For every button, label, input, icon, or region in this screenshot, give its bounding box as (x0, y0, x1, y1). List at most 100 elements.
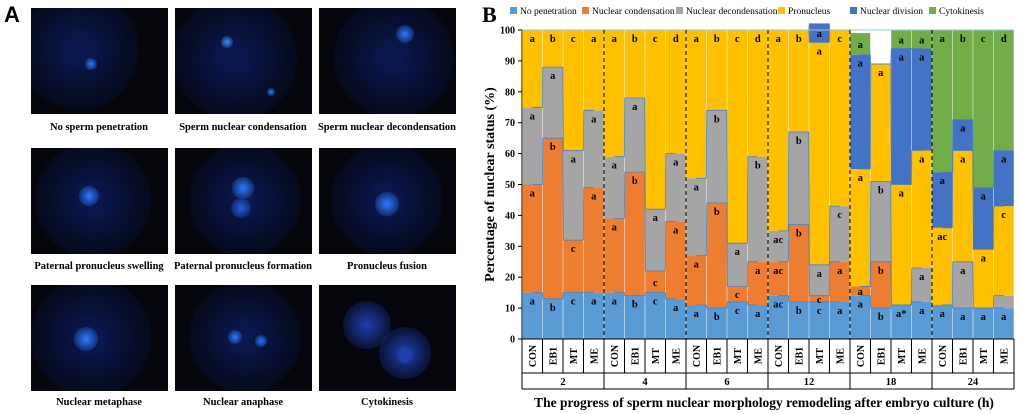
treatment-label: MT (979, 348, 990, 364)
significance-letter: a (591, 114, 597, 125)
significance-letter: a (981, 312, 987, 323)
significance-letter: c (837, 210, 842, 221)
bar-segment (768, 295, 789, 339)
bar-segment (952, 308, 973, 339)
bar-segment (850, 295, 871, 339)
significance-letter: a (591, 297, 597, 308)
bar-segment (522, 292, 543, 339)
connector-line (860, 63, 922, 185)
significance-letter: a (612, 222, 618, 233)
significance-letter: b (714, 34, 720, 45)
bar-segment (993, 295, 1014, 309)
bar-segment (850, 169, 871, 287)
significance-letter: a (591, 192, 597, 203)
significance-letter: a (919, 35, 925, 46)
bar-segment (932, 305, 953, 339)
bar-segment (809, 301, 830, 339)
significance-letter: c (571, 297, 576, 308)
treatment-label: EB1 (630, 347, 641, 365)
significance-letter: a (591, 34, 597, 45)
significance-letter: a (940, 34, 946, 45)
bar-segment (542, 298, 563, 339)
micrograph-caption: Cytokinesis (361, 397, 413, 408)
bar-segment (686, 305, 707, 339)
nucleus-spot (79, 186, 99, 206)
bar-segment (993, 206, 1014, 296)
significance-letter: a (899, 53, 905, 64)
connector-line (778, 131, 840, 266)
significance-letter: a (1001, 312, 1007, 323)
bar-segment (727, 243, 748, 287)
bar-segment (809, 264, 830, 296)
bar-segment (911, 30, 932, 49)
connector-line (696, 202, 758, 287)
significance-letter: a (632, 102, 638, 113)
bar-segment (747, 261, 768, 306)
significance-letter: a (694, 260, 700, 271)
significance-letter: a (817, 46, 823, 57)
y-tick-label: 30 (505, 242, 515, 253)
significance-letter: c (735, 290, 740, 301)
group-label: 6 (724, 377, 729, 388)
no-penetration-micrograph (31, 8, 168, 114)
bar-segment (829, 261, 850, 302)
bar-segment (706, 110, 727, 204)
bar-segment (911, 267, 932, 302)
significance-letter: d (673, 34, 679, 45)
bar-segment (809, 295, 830, 302)
bar-segment (624, 30, 645, 98)
significance-letter: a* (896, 309, 907, 320)
significance-letter: a (673, 226, 679, 237)
significance-letter: a (694, 182, 700, 193)
panel-b-chart: B No penetration Nuclear condensation Nucle… (482, 2, 1015, 410)
bar-segment (706, 308, 727, 339)
treatment-label: ME (999, 348, 1010, 364)
nucleus-spot (31, 8, 139, 110)
bar-segment (809, 23, 830, 43)
significance-letter: a (612, 34, 618, 45)
legend-swatch (676, 7, 683, 14)
nucleus-spot (396, 25, 414, 43)
significance-letter: c (981, 34, 986, 45)
y-tick-label: 80 (505, 87, 515, 98)
significance-letter: c (735, 306, 740, 317)
micrograph-caption: Nuclear metaphase (56, 397, 142, 408)
bar-segment (542, 67, 563, 139)
nucleus-spot (85, 58, 97, 70)
significance-letter: a (571, 155, 577, 166)
significance-letter: c (817, 306, 822, 317)
significance-letter: a (817, 29, 823, 40)
bar-segment (686, 255, 707, 306)
bar-segment (542, 30, 563, 68)
treatment-label: ME (835, 348, 846, 364)
legend-swatch (850, 7, 857, 14)
micrograph-caption: Paternal pronucleus swelling (34, 261, 164, 272)
panel-b-letter: B (482, 2, 497, 27)
significance-letter: a (612, 297, 618, 308)
significance-letter: a (837, 266, 843, 277)
significance-letter: a (960, 155, 966, 166)
significance-letter: ac (773, 266, 783, 277)
bar-segment (604, 218, 625, 293)
bar-segment (747, 30, 768, 157)
bar-segment (645, 292, 666, 339)
significance-letter: c (653, 297, 658, 308)
significance-letter: a (940, 176, 946, 187)
significance-letter: b (550, 142, 556, 153)
pronucleus-fusion-micrograph (319, 148, 456, 254)
treatment-label: EB1 (876, 347, 887, 365)
significance-letter: a (960, 266, 966, 277)
bar-segment (870, 308, 891, 339)
bar-segment (788, 224, 809, 302)
micrograph-caption: No sperm penetration (50, 122, 148, 133)
significance-letter: a (960, 312, 966, 323)
significance-letter: a (878, 68, 884, 79)
bar-segment (624, 295, 645, 339)
significance-letter: a (550, 71, 556, 82)
bar-segment (522, 30, 543, 108)
group-label: 12 (804, 377, 815, 388)
treatment-label: CON (856, 344, 867, 367)
bar-segment (973, 308, 994, 339)
significance-letter: b (755, 161, 761, 172)
significance-letter: a (530, 34, 536, 45)
